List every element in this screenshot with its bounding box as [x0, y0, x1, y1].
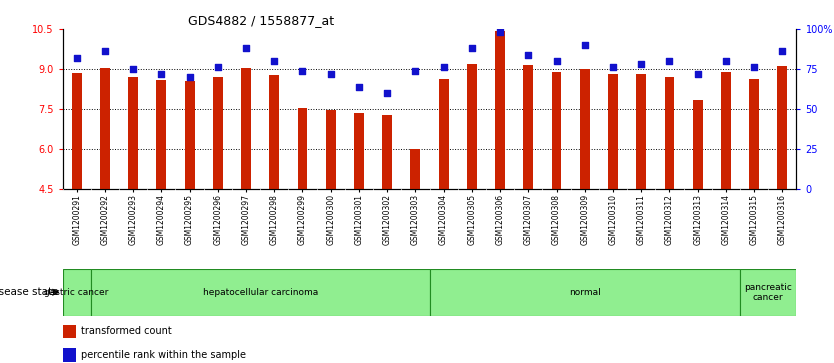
Text: transformed count: transformed count [81, 326, 172, 337]
Bar [72, 73, 82, 189]
Point [635, 61, 648, 67]
Point [691, 71, 705, 77]
Bar [495, 31, 505, 189]
Text: normal: normal [569, 288, 600, 297]
Point [606, 65, 620, 70]
Point [776, 49, 789, 54]
Point [719, 58, 732, 64]
Bar [524, 65, 533, 189]
Text: disease state: disease state [0, 287, 58, 297]
Point [494, 29, 507, 35]
Point [239, 45, 253, 51]
Bar [241, 69, 251, 189]
Point [70, 55, 83, 61]
Text: gastric cancer: gastric cancer [44, 288, 109, 297]
Bar [157, 80, 166, 189]
Bar [100, 68, 110, 189]
Point [747, 65, 761, 70]
Point [127, 66, 140, 72]
Point [296, 68, 309, 73]
Bar [749, 79, 759, 189]
Bar [430, 269, 740, 316]
Text: hepatocellular carcinoma: hepatocellular carcinoma [203, 288, 318, 297]
Bar [740, 269, 796, 316]
Point [380, 90, 394, 96]
Bar [326, 110, 335, 189]
Point [437, 65, 450, 70]
Bar [467, 64, 477, 189]
Point [183, 74, 196, 80]
Point [352, 83, 365, 89]
Point [663, 58, 676, 64]
Point [550, 58, 563, 64]
Bar [269, 75, 279, 189]
Bar [721, 73, 731, 189]
Bar [91, 269, 430, 316]
Text: GDS4882 / 1558877_at: GDS4882 / 1558877_at [188, 15, 334, 28]
Bar [63, 325, 76, 338]
Bar [298, 109, 308, 189]
Bar [382, 115, 392, 189]
Bar [608, 74, 618, 189]
Bar [63, 348, 76, 362]
Bar [213, 77, 223, 189]
Bar [410, 149, 420, 189]
Bar [354, 113, 364, 189]
Bar [636, 74, 646, 189]
Point [465, 45, 479, 51]
Point [409, 68, 422, 73]
Bar [439, 79, 449, 189]
Bar [184, 81, 194, 189]
Bar [551, 72, 561, 189]
Bar [63, 269, 91, 316]
Bar [580, 69, 590, 189]
Point [154, 71, 168, 77]
Point [521, 52, 535, 57]
Text: pancreatic
cancer: pancreatic cancer [744, 282, 792, 302]
Point [268, 58, 281, 64]
Bar [128, 77, 138, 189]
Point [324, 71, 338, 77]
Bar [777, 66, 787, 189]
Point [578, 42, 591, 48]
Bar [665, 77, 675, 189]
Bar [693, 101, 702, 189]
Point [211, 65, 224, 70]
Point [98, 49, 112, 54]
Text: percentile rank within the sample: percentile rank within the sample [81, 350, 246, 360]
